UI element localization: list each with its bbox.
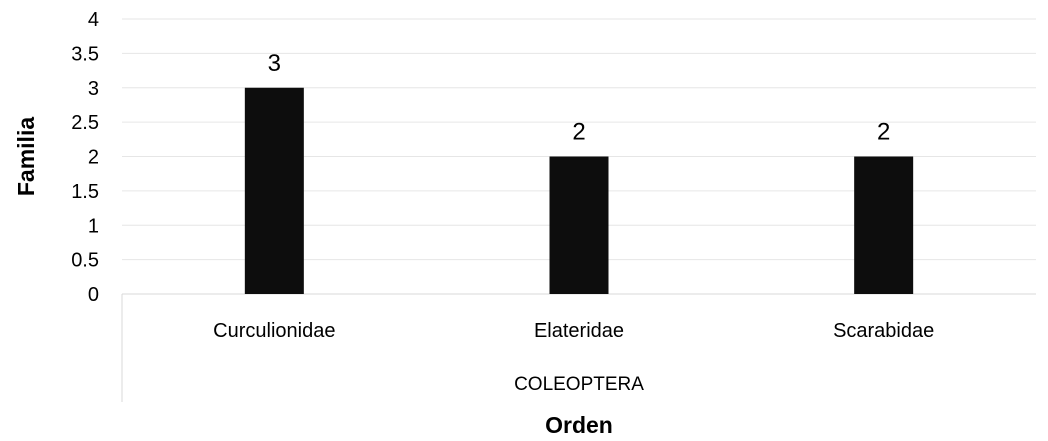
bar xyxy=(549,156,609,294)
y-tick-label: 3 xyxy=(88,78,99,100)
bar xyxy=(854,156,914,294)
data-labels: 3 2 2 xyxy=(268,50,891,146)
y-tick-labels: 0 0.5 1 1.5 2 2.5 3 3.5 4 xyxy=(71,9,99,306)
y-tick-label: 2.5 xyxy=(71,112,99,134)
y-tick-label: 0.5 xyxy=(71,250,99,272)
y-tick-label: 2 xyxy=(88,147,99,169)
data-label: 3 xyxy=(268,50,281,77)
x-group-label: COLEOPTERA xyxy=(514,374,644,395)
data-label: 2 xyxy=(877,119,890,146)
y-tick-label: 1.5 xyxy=(71,181,99,203)
x-category-label: Curculionidae xyxy=(213,320,335,342)
x-category-labels: Curculionidae Elateridae Scarabidae xyxy=(213,320,934,342)
x-category-label: Elateridae xyxy=(534,320,624,342)
y-tick-label: 4 xyxy=(88,9,99,31)
bar xyxy=(244,87,304,294)
y-axis-title: Familia xyxy=(13,117,39,196)
y-tick-label: 1 xyxy=(88,215,99,237)
y-tick-label: 0 xyxy=(88,284,99,306)
bars xyxy=(244,87,914,294)
y-tick-label: 3.5 xyxy=(71,43,99,65)
x-axis-title: Orden xyxy=(545,412,613,438)
data-label: 2 xyxy=(572,119,585,146)
x-category-label: Scarabidae xyxy=(833,320,934,342)
